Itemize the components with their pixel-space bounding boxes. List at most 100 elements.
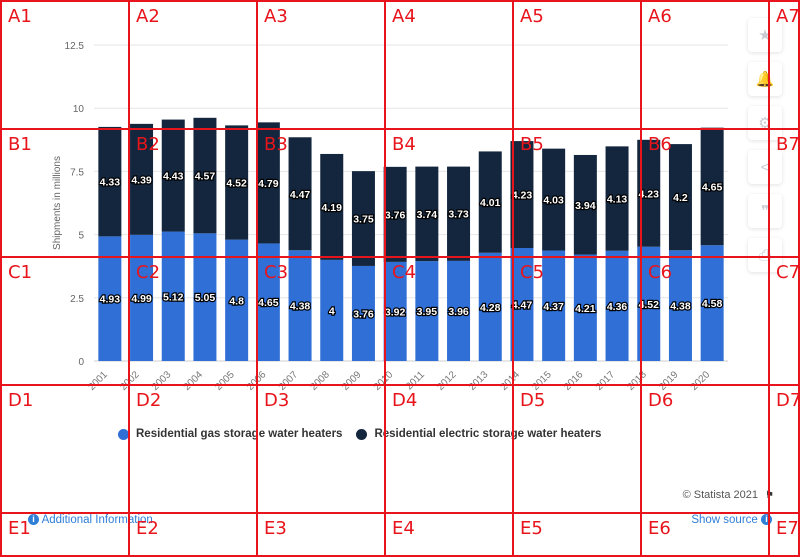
x-tick-label: 2016 <box>562 369 586 393</box>
data-label: 3.95 <box>417 306 438 318</box>
bar-gas <box>542 250 566 361</box>
x-tick-label: 2009 <box>340 369 364 393</box>
share-icon[interactable]: < <box>748 150 782 184</box>
data-label: 4.38 <box>670 301 691 313</box>
data-label: 4.28 <box>480 302 501 314</box>
y-tick-label: 10 <box>73 104 85 115</box>
data-label: 4.39 <box>131 174 152 186</box>
bar-electric <box>573 154 597 255</box>
legend-dot-electric <box>356 428 368 440</box>
x-tick-label: 2020 <box>689 369 713 393</box>
bar-gas <box>383 261 407 361</box>
sidebar: ★ 🔔 ⚙ < ❞ ⎙ <box>746 18 792 282</box>
bar-electric <box>510 141 534 248</box>
x-tick-label: 2011 <box>404 369 427 392</box>
bar-gas <box>130 234 154 361</box>
bar-electric <box>225 125 249 240</box>
data-label: 3.73 <box>448 209 469 221</box>
x-tick-label: 2015 <box>530 369 554 393</box>
data-label: 3.75 <box>353 214 374 226</box>
y-axis-label: Shipments in millions <box>52 156 63 250</box>
bar-gas <box>225 239 249 361</box>
y-tick-label: 12.5 <box>65 41 85 52</box>
bar-electric <box>668 144 692 251</box>
bell-icon[interactable]: 🔔 <box>748 62 782 96</box>
bar-electric <box>637 139 661 247</box>
data-label: 4.57 <box>195 171 216 183</box>
data-label: 4.13 <box>607 194 628 206</box>
bar-gas <box>161 231 185 361</box>
print-icon[interactable]: ⎙ <box>748 238 782 272</box>
data-label: 4.58 <box>702 298 723 310</box>
x-tick-label: 2018 <box>625 369 649 393</box>
bar-electric <box>447 166 471 261</box>
data-label: 4.01 <box>480 197 501 209</box>
bar-electric <box>383 166 407 262</box>
additional-information-link[interactable]: i Additional Information <box>28 514 153 526</box>
data-label: 5.05 <box>195 292 216 304</box>
bar-electric <box>320 153 344 260</box>
data-label: 3.74 <box>417 209 438 221</box>
x-tick-label: 2002 <box>118 369 142 393</box>
info-icon: i <box>761 514 772 526</box>
bar-gas <box>320 259 344 361</box>
bar-gas <box>637 246 661 361</box>
data-label: 5.12 <box>163 291 184 303</box>
star-icon[interactable]: ★ <box>748 18 782 52</box>
y-tick-label: 0 <box>78 357 84 368</box>
x-tick-label: 2003 <box>150 369 174 393</box>
data-label: 4.99 <box>131 293 152 305</box>
legend-label-electric: Residential electric storage water heate… <box>374 428 602 440</box>
legend: Residential gas storage water heaters Re… <box>118 428 601 440</box>
quote-icon[interactable]: ❞ <box>748 194 782 228</box>
bar-electric <box>542 148 566 251</box>
bar-electric <box>415 166 439 262</box>
data-label: 4.79 <box>258 178 279 190</box>
data-label: 4.21 <box>575 303 596 315</box>
bar-gas <box>288 250 312 361</box>
x-tick-label: 2008 <box>308 369 332 393</box>
flag-icon[interactable]: ⚑ <box>765 490 774 501</box>
data-label: 4.43 <box>163 171 184 183</box>
data-label: 4.8 <box>229 295 244 307</box>
info-icon: i <box>28 514 39 526</box>
bar-electric <box>288 137 312 251</box>
data-label: 4.93 <box>100 294 121 306</box>
data-label: 4.03 <box>543 195 564 207</box>
x-tick-label: 2010 <box>372 369 396 393</box>
statista-credit[interactable]: © Statista 2021 <box>683 489 758 501</box>
data-label: 3.92 <box>385 306 406 318</box>
data-label: 4.37 <box>543 301 564 313</box>
data-label: 4.38 <box>290 301 311 313</box>
bar-electric <box>605 146 629 251</box>
y-tick-label: 2.5 <box>70 294 84 305</box>
x-tick-label: 2013 <box>467 369 491 393</box>
data-label: 4.19 <box>322 202 343 214</box>
x-tick-label: 2012 <box>435 369 459 393</box>
bar-electric <box>193 117 217 234</box>
bar-electric <box>351 171 375 266</box>
credit-text: © Statista 2021 <box>682 489 758 501</box>
x-tick-label: 2001 <box>86 369 110 393</box>
gear-icon[interactable]: ⚙ <box>748 106 782 140</box>
bar-electric <box>161 119 185 232</box>
bar-electric <box>700 127 724 246</box>
bar-gas <box>415 261 439 361</box>
data-label: 4.52 <box>226 178 247 190</box>
bar-gas <box>256 243 280 361</box>
legend-item-gas[interactable]: Residential gas storage water heaters <box>118 428 342 440</box>
bar-electric <box>478 151 502 253</box>
data-label: 4.33 <box>100 177 121 189</box>
bar-gas <box>605 250 629 361</box>
x-tick-label: 2005 <box>213 369 237 393</box>
x-tick-label: 2007 <box>277 369 301 393</box>
show-source-link[interactable]: Show source i <box>691 514 772 526</box>
data-label: 4 <box>329 305 335 317</box>
data-label: 4.2 <box>673 192 688 204</box>
data-label: 4.65 <box>702 181 723 193</box>
y-tick-label: 5 <box>78 231 84 242</box>
legend-item-electric[interactable]: Residential electric storage water heate… <box>356 428 601 440</box>
data-label: 3.76 <box>353 308 374 320</box>
x-tick-label: 2006 <box>245 369 269 393</box>
